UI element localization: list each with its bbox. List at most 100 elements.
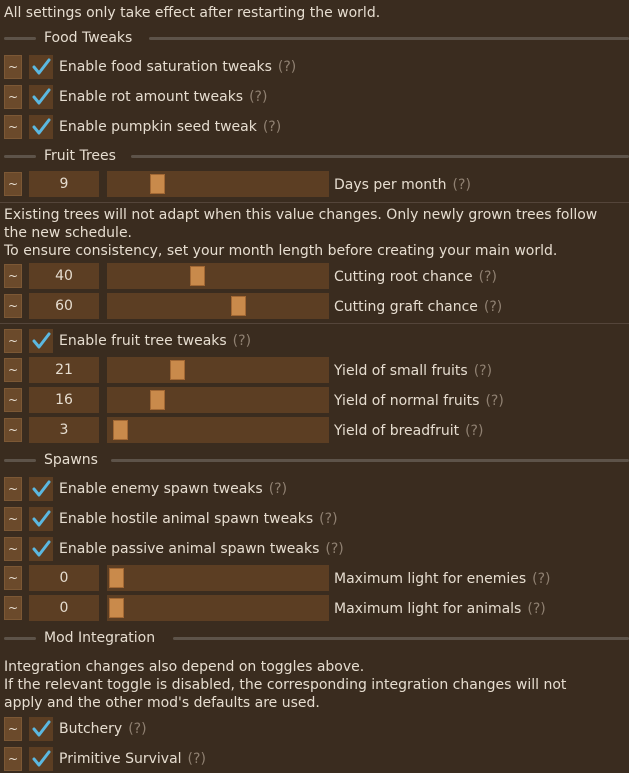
primitive-survival-label: Primitive Survival (?) — [59, 751, 206, 767]
breadfruit-yield-slider[interactable] — [107, 417, 329, 443]
reset-button[interactable]: ~ — [4, 329, 22, 353]
slider-handle[interactable] — [149, 174, 165, 194]
help-icon[interactable]: (?) — [473, 363, 493, 379]
light-enemies-input[interactable]: 0 — [29, 565, 99, 591]
light-enemies-slider[interactable] — [107, 565, 329, 591]
reset-button[interactable]: ~ — [4, 388, 22, 412]
hostile-spawn-checkbox[interactable] — [29, 507, 53, 531]
light-enemies-label: Maximum light for enemies (?) — [334, 571, 551, 587]
reset-button[interactable]: ~ — [4, 537, 22, 561]
help-icon[interactable]: (?) — [452, 177, 471, 193]
help-icon[interactable]: (?) — [232, 333, 252, 349]
help-icon[interactable]: (?) — [249, 89, 268, 105]
checkmark-icon — [32, 540, 51, 557]
normal-yield-input[interactable]: 16 — [29, 387, 99, 413]
checkmark-icon — [32, 58, 51, 75]
pumpkin-checkbox[interactable] — [29, 115, 53, 139]
help-icon[interactable]: (?) — [478, 269, 497, 285]
days-per-month-slider[interactable] — [107, 171, 329, 197]
section-line — [4, 155, 36, 158]
saturation-checkbox[interactable] — [29, 55, 53, 79]
help-icon[interactable]: (?) — [465, 423, 484, 439]
section-line — [149, 37, 629, 40]
reset-button[interactable]: ~ — [4, 115, 22, 139]
checkmark-icon — [32, 480, 51, 497]
help-icon[interactable]: (?) — [325, 541, 344, 557]
checkmark-icon — [32, 720, 51, 737]
fruit-tweaks-label: Enable fruit tree tweaks (?) — [59, 333, 252, 349]
butchery-label: Butchery (?) — [59, 721, 147, 737]
reset-button[interactable]: ~ — [4, 294, 22, 318]
help-icon[interactable]: (?) — [277, 59, 297, 75]
help-icon[interactable]: (?) — [483, 299, 503, 315]
help-icon[interactable]: (?) — [128, 721, 147, 737]
breadfruit-yield-input[interactable]: 3 — [29, 417, 99, 443]
help-icon[interactable]: (?) — [527, 601, 546, 617]
reset-button[interactable]: ~ — [4, 747, 22, 771]
fruit-note-1: Existing trees will not adapt when this … — [4, 207, 598, 223]
passive-spawn-label: Enable passive animal spawn tweaks (?) — [59, 541, 344, 557]
slider-handle[interactable] — [149, 390, 165, 410]
pumpkin-label: Enable pumpkin seed tweak (?) — [59, 119, 282, 135]
reset-button[interactable]: ~ — [4, 418, 22, 442]
checkmark-icon — [32, 750, 51, 767]
section-title-fruit: Fruit Trees — [44, 148, 116, 164]
reset-button[interactable]: ~ — [4, 264, 22, 288]
help-icon[interactable]: (?) — [319, 511, 338, 527]
help-icon[interactable]: (?) — [532, 571, 551, 587]
divider — [0, 323, 629, 324]
reset-button[interactable]: ~ — [4, 507, 22, 531]
slider-handle[interactable] — [109, 598, 124, 618]
help-icon[interactable]: (?) — [485, 393, 504, 409]
light-animals-input[interactable]: 0 — [29, 595, 99, 621]
graft-chance-input[interactable]: 60 — [29, 293, 99, 319]
mod-note-2: If the relevant toggle is disabled, the … — [4, 677, 567, 693]
reset-button[interactable]: ~ — [4, 477, 22, 501]
slider-handle[interactable] — [113, 420, 129, 440]
graft-chance-label: Cutting graft chance (?) — [334, 299, 503, 315]
small-yield-input[interactable]: 21 — [29, 357, 99, 383]
slider-handle[interactable] — [190, 266, 206, 286]
root-chance-input[interactable]: 40 — [29, 263, 99, 289]
hostile-spawn-label: Enable hostile animal spawn tweaks (?) — [59, 511, 338, 527]
section-line — [131, 155, 629, 158]
enemy-spawn-checkbox[interactable] — [29, 477, 53, 501]
days-per-month-label: Days per month (?) — [334, 177, 471, 193]
graft-chance-slider[interactable] — [107, 293, 329, 319]
section-line — [111, 459, 629, 462]
days-per-month-input[interactable]: 9 — [29, 171, 99, 197]
section-title-food: Food Tweaks — [44, 30, 133, 46]
mod-note-1: Integration changes also depend on toggl… — [4, 659, 365, 675]
rot-checkbox[interactable] — [29, 85, 53, 109]
reset-button[interactable]: ~ — [4, 596, 22, 620]
saturation-label: Enable food saturation tweaks (?) — [59, 59, 297, 75]
mod-note-3: apply and the other mod's defaults are u… — [4, 695, 320, 711]
section-line — [4, 637, 36, 640]
section-title-spawns: Spawns — [44, 452, 98, 468]
reset-button[interactable]: ~ — [4, 717, 22, 741]
normal-yield-slider[interactable] — [107, 387, 329, 413]
reset-button[interactable]: ~ — [4, 172, 22, 196]
small-yield-label: Yield of small fruits (?) — [334, 363, 493, 379]
fruit-note-2: the new schedule. — [4, 225, 133, 241]
slider-handle[interactable] — [169, 360, 185, 380]
passive-spawn-checkbox[interactable] — [29, 537, 53, 561]
butchery-checkbox[interactable] — [29, 717, 53, 741]
help-icon[interactable]: (?) — [268, 481, 288, 497]
fruit-tweaks-checkbox[interactable] — [29, 329, 53, 353]
reset-button[interactable]: ~ — [4, 55, 22, 79]
slider-handle[interactable] — [109, 568, 124, 588]
small-yield-slider[interactable] — [107, 357, 329, 383]
slider-handle[interactable] — [230, 296, 246, 316]
rot-label: Enable rot amount tweaks (?) — [59, 89, 268, 105]
root-chance-slider[interactable] — [107, 263, 329, 289]
reset-button[interactable]: ~ — [4, 566, 22, 590]
reset-button[interactable]: ~ — [4, 358, 22, 382]
light-animals-slider[interactable] — [107, 595, 329, 621]
help-icon[interactable]: (?) — [262, 119, 282, 135]
primitive-survival-checkbox[interactable] — [29, 747, 53, 771]
help-icon[interactable]: (?) — [187, 751, 206, 767]
section-title-mod: Mod Integration — [44, 630, 156, 646]
reset-button[interactable]: ~ — [4, 85, 22, 109]
enemy-spawn-label: Enable enemy spawn tweaks (?) — [59, 481, 288, 497]
